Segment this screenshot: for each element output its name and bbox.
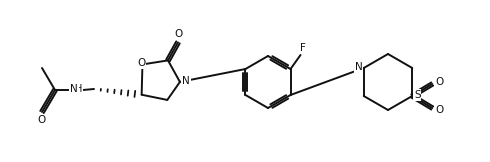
Text: O: O [435,77,443,87]
Text: O: O [137,58,146,68]
Text: F: F [299,43,305,53]
Text: H: H [75,84,83,94]
Text: S: S [414,90,420,100]
Text: N: N [70,84,78,94]
Text: O: O [435,105,443,115]
Text: O: O [175,29,183,39]
Text: N: N [355,62,363,72]
Text: N: N [182,76,190,86]
Text: O: O [37,115,45,125]
